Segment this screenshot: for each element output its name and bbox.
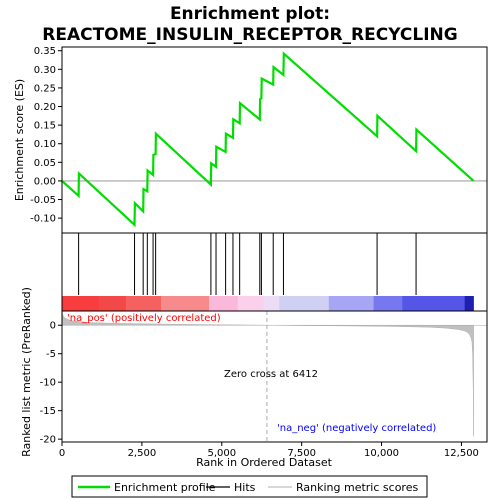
es-y-tick-label: 0.00 — [34, 176, 56, 187]
es-y-tick-label: 0.25 — [34, 83, 56, 94]
legend-box — [71, 475, 428, 498]
rank-y-tick-label: 0 — [50, 321, 56, 332]
x-tick-label: 0 — [59, 448, 65, 459]
hits-panel — [61, 232, 488, 312]
chart-title-line-2: REACTOME_INSULIN_RECEPTOR_RECYCLING — [42, 25, 458, 45]
zero-cross-label: Zero cross at 6412 — [224, 369, 318, 380]
rank-y-axis-label: Ranked list metric (PreRanked) — [20, 287, 33, 457]
rank-y-tick-label: -20 — [40, 435, 56, 446]
hits-plot-background — [62, 233, 487, 295]
es-y-axis-ticks: 0.35 0.30 0.25 0.20 0.15 0.10 0.05 0.00 -0.05 -0.… — [30, 46, 62, 225]
es-panel: 0.35 0.30 0.25 0.20 0.15 0.10 0.05 0.00 -0.05 -0.… — [13, 46, 488, 234]
colorbar-segment — [125, 296, 162, 311]
colorbar-segment — [464, 296, 474, 311]
es-y-tick-label: 0.15 — [34, 121, 56, 132]
rank-y-tick-label: -5 — [46, 349, 56, 360]
enrichment-profile-line — [61, 51, 475, 228]
rank-y-axis-ticks: 0 -5 -10 -15 -20 — [40, 321, 62, 446]
rank-y-tick-label: -15 — [40, 406, 56, 417]
colorbar-segment — [263, 296, 280, 311]
es-y-tick-label: 0.35 — [34, 46, 56, 57]
rank-panel: 0 -5 -10 -15 -20 'na_pos' (positively correl… — [20, 287, 488, 469]
es-y-tick-label: 0.05 — [34, 158, 56, 169]
x-axis-label: Rank in Ordered Dataset — [196, 456, 333, 469]
colorbar-segment — [98, 296, 127, 311]
rank-plot-frame — [61, 310, 488, 443]
colorbar-segment — [161, 296, 210, 311]
legend: Enrichment profile Hits Ranking metric sco… — [71, 475, 428, 498]
x-tick-label: 10,000 — [364, 448, 399, 459]
legend-label: Hits — [234, 481, 256, 494]
es-y-tick-label: -0.10 — [30, 214, 56, 225]
colorbar-segment — [402, 296, 465, 311]
legend-label: Ranking metric scores — [296, 481, 418, 494]
es-plot-background — [62, 47, 487, 233]
x-axis-ticks: 0 2,500 5,000 7,500 10,000 12,500 — [59, 442, 479, 459]
x-tick-label: 7,500 — [287, 448, 316, 459]
es-y-axis-label: Enrichment score (ES) — [13, 79, 26, 201]
rank-colorbar — [62, 296, 474, 311]
negative-correlation-label: 'na_neg' (negatively correlated) — [277, 423, 436, 434]
es-y-tick-label: 0.10 — [34, 139, 56, 150]
positive-correlation-label: 'na_pos' (positively correlated) — [67, 313, 221, 324]
rank-y-tick-label: -10 — [40, 378, 56, 389]
es-y-tick-label: 0.30 — [34, 65, 56, 76]
es-y-tick-label: -0.05 — [30, 195, 56, 206]
colorbar-segment — [373, 296, 403, 311]
colorbar-segment — [237, 296, 264, 311]
hit-markers — [78, 233, 417, 295]
chart-title-line-1: Enrichment plot: — [170, 4, 330, 24]
x-tick-label: 2,500 — [128, 448, 157, 459]
rank-plot-background — [62, 311, 487, 442]
legend-label: Enrichment profile — [114, 481, 216, 494]
colorbar-segment — [62, 296, 100, 311]
x-tick-label: 12,500 — [444, 448, 479, 459]
x-tick-label: 5,000 — [207, 448, 236, 459]
legend-items: Enrichment profile Hits Ranking metric sco… — [78, 481, 418, 494]
colorbar-segment — [279, 296, 330, 311]
colorbar-segment — [328, 296, 374, 311]
es-y-tick-label: 0.20 — [34, 102, 56, 113]
colorbar-segment — [208, 296, 239, 311]
